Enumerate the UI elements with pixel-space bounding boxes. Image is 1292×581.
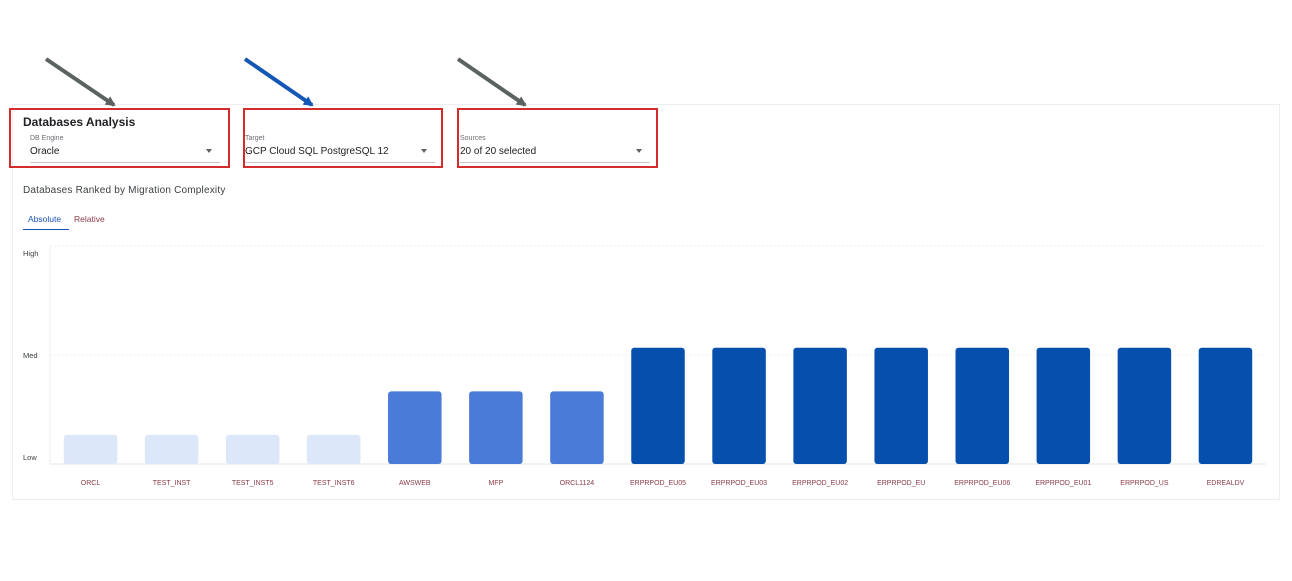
bar-awsweb (388, 391, 442, 464)
db-engine-select[interactable]: DB Engine Oracle (30, 135, 220, 163)
annotation-box-engine (9, 108, 230, 168)
x-tick-label: ORCL (81, 480, 101, 487)
annotation-arrow-sources (456, 57, 527, 107)
sources-value: 20 of 20 selected (460, 146, 537, 157)
x-tick-label: ERPRPOD_EU06 (954, 480, 1010, 487)
annotation-box-target (243, 108, 443, 168)
y-tick-label: Low (23, 453, 37, 462)
sources-label: Sources (460, 135, 486, 142)
x-tick-label: EDREALDV (1207, 480, 1245, 487)
bar-test-inst6 (306, 434, 361, 464)
x-tick-label: ERPRPOD_EU03 (711, 480, 767, 487)
x-tick-label: ERPRPOD_EU02 (792, 480, 848, 487)
x-tick-label: AWSWEB (399, 480, 431, 487)
annotation-arrow-engine (44, 57, 116, 107)
annotation-arrow-target (243, 57, 314, 107)
x-tick-label: ERPRPOD_EU01 (1035, 480, 1091, 487)
bar-erprpod-eu05 (631, 347, 685, 464)
bar-erprpod-eu06 (955, 347, 1010, 464)
target-value: GCP Cloud SQL PostgreSQL 12 (245, 146, 389, 157)
bar-test-inst5 (225, 434, 280, 464)
db-engine-value: Oracle (30, 146, 60, 157)
x-tick-label: TEST_INST6 (313, 480, 355, 487)
bar-orcl1124 (550, 391, 604, 464)
target-select[interactable]: Target GCP Cloud SQL PostgreSQL 12 (245, 135, 435, 163)
x-tick-label: MFP (488, 480, 503, 487)
tab-relative[interactable]: Relative (74, 214, 105, 224)
x-tick-label: ORCL1124 (560, 480, 595, 487)
bar-erprpod-eu02 (793, 347, 847, 464)
chevron-down-icon (206, 149, 212, 153)
chevron-down-icon (421, 149, 427, 153)
x-tick-label: ERPRPOD_EU05 (630, 480, 686, 487)
bar-erprpod-eu (874, 347, 928, 464)
tab-absolute[interactable]: Absolute (28, 214, 62, 224)
db-engine-label: DB Engine (30, 135, 64, 142)
sources-select[interactable]: Sources 20 of 20 selected (460, 135, 650, 163)
target-label: Target (245, 135, 265, 142)
chevron-down-icon (636, 149, 642, 153)
x-tick-label: TEST_INST5 (232, 480, 274, 487)
y-tick-label: High (23, 249, 38, 258)
x-tick-label: ERPRPOD_EU (877, 480, 925, 487)
page-title: Databases Analysis (23, 115, 136, 129)
bar-erprpod-us (1117, 347, 1172, 464)
bar-erprpod-eu01 (1036, 347, 1091, 464)
x-tick-label: TEST_INST (153, 480, 191, 487)
active-tab-indicator (23, 229, 69, 230)
annotation-box-sources (457, 108, 658, 168)
bar-test-inst (144, 434, 199, 464)
chart-subtitle: Databases Ranked by Migration Complexity (23, 185, 226, 196)
y-tick-label: Med (23, 351, 38, 360)
bar-erprpod-eu03 (712, 347, 766, 464)
bar-edrealdv (1198, 347, 1253, 464)
x-tick-label: ERPRPOD_US (1120, 480, 1169, 487)
bar-mfp (469, 391, 523, 464)
bar-orcl (63, 434, 118, 464)
